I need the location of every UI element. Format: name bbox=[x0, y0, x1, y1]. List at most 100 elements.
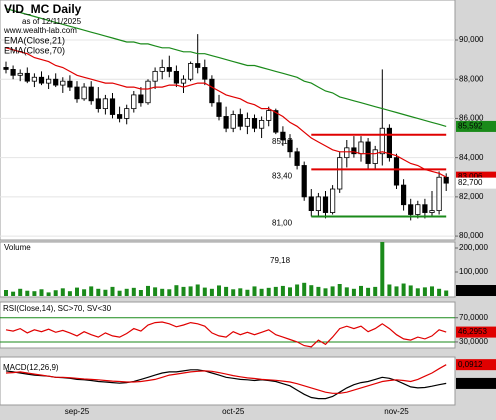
bar bbox=[430, 286, 434, 296]
candle-body bbox=[46, 78, 52, 84]
candle-body bbox=[287, 139, 293, 153]
bar bbox=[153, 287, 158, 296]
bar bbox=[4, 290, 8, 296]
candle-body bbox=[95, 98, 101, 110]
candle-body bbox=[60, 80, 66, 86]
y-tick-label: 200,000 bbox=[459, 243, 488, 252]
bar bbox=[309, 285, 314, 296]
subtitle: as of 12/11/2025 bbox=[22, 17, 82, 26]
candle-body bbox=[400, 184, 407, 206]
candle-body bbox=[124, 108, 130, 119]
bar bbox=[401, 283, 406, 296]
bar bbox=[415, 288, 420, 296]
bar bbox=[394, 286, 399, 296]
value-label: 85,592 bbox=[458, 122, 483, 131]
candle-body bbox=[24, 72, 30, 82]
bar bbox=[89, 286, 94, 296]
candle-body bbox=[145, 80, 151, 104]
bar bbox=[18, 288, 23, 296]
value-label: 46,2953 bbox=[458, 327, 487, 336]
candle-body bbox=[223, 116, 229, 129]
bar bbox=[195, 284, 200, 296]
candle-body bbox=[209, 78, 215, 104]
candle-body bbox=[443, 176, 449, 184]
value-badge bbox=[456, 285, 496, 297]
bar bbox=[359, 285, 363, 296]
bar bbox=[167, 289, 172, 296]
bar bbox=[245, 289, 250, 296]
bar bbox=[224, 286, 229, 296]
x-tick-label: sep-25 bbox=[65, 407, 90, 416]
candle-body bbox=[386, 127, 393, 159]
marks: 85,17 83,40 81,00 bbox=[0, 8, 455, 400]
bar bbox=[209, 288, 214, 296]
bar bbox=[11, 291, 16, 296]
candle-body bbox=[294, 151, 300, 166]
bar bbox=[238, 288, 243, 296]
candle-body bbox=[10, 69, 16, 76]
value-label: -0,7887 bbox=[458, 379, 486, 388]
value-badge bbox=[456, 326, 496, 338]
y-tick-label: 70,0000 bbox=[459, 313, 488, 322]
value-badge bbox=[456, 377, 496, 389]
candle-body bbox=[280, 131, 286, 141]
bar bbox=[103, 289, 108, 296]
value-label: 0,0912 bbox=[458, 360, 483, 369]
candle-body bbox=[67, 80, 73, 88]
bar bbox=[25, 290, 30, 296]
candle-body bbox=[102, 98, 108, 110]
value-label: 22,867 bbox=[458, 286, 483, 295]
panel-title: MACD(12,26,9) bbox=[3, 363, 59, 372]
candle-body bbox=[351, 147, 357, 155]
y-tick-label: 30,0000 bbox=[459, 337, 488, 346]
value-badge bbox=[456, 359, 496, 371]
candle-body bbox=[393, 157, 400, 186]
y-tick-label: 100,000 bbox=[459, 267, 488, 276]
candle-body bbox=[138, 94, 144, 104]
candle-body bbox=[379, 127, 385, 155]
candle-body bbox=[117, 114, 123, 119]
bar bbox=[380, 242, 385, 296]
bar bbox=[337, 284, 342, 296]
candle-body bbox=[159, 67, 165, 72]
bar bbox=[174, 285, 179, 296]
value-badge bbox=[456, 120, 496, 132]
candle-body bbox=[308, 196, 314, 211]
candle-body bbox=[180, 78, 187, 84]
candle-body bbox=[266, 110, 272, 121]
candle-body bbox=[322, 196, 329, 213]
candle-body bbox=[315, 196, 322, 211]
legend-entry: EMA(Close,70) bbox=[4, 45, 65, 55]
bar bbox=[351, 288, 356, 296]
source: www.wealth-lab.com bbox=[3, 26, 77, 35]
x-tick-label: oct-25 bbox=[222, 407, 245, 416]
bar bbox=[231, 289, 236, 296]
candle-body bbox=[17, 72, 23, 76]
bar bbox=[96, 288, 101, 296]
candle-body bbox=[166, 67, 172, 72]
candle-body bbox=[31, 76, 38, 82]
panel-title: Volume bbox=[4, 243, 31, 252]
bar bbox=[138, 290, 143, 296]
bar bbox=[131, 287, 136, 296]
bar bbox=[252, 286, 257, 296]
candle-body bbox=[372, 149, 378, 164]
candle-body bbox=[131, 94, 137, 110]
candle-body bbox=[53, 78, 59, 86]
bar bbox=[202, 287, 207, 296]
candle-body bbox=[88, 86, 94, 102]
panel-title: RSI(Close,14), SC>70, SV<30 bbox=[3, 304, 112, 313]
y-tick-label: 90,000 bbox=[459, 35, 484, 44]
bar bbox=[444, 290, 449, 296]
line bbox=[5, 369, 447, 400]
candle-body bbox=[251, 118, 258, 129]
x-tick-label: nov-25 bbox=[384, 407, 409, 416]
candle-body bbox=[365, 141, 371, 164]
candle-body bbox=[81, 86, 87, 100]
candle-body bbox=[3, 67, 9, 70]
candle-body bbox=[173, 70, 179, 84]
bar bbox=[188, 286, 193, 296]
candle-body bbox=[237, 114, 243, 127]
candle-body bbox=[273, 110, 279, 133]
